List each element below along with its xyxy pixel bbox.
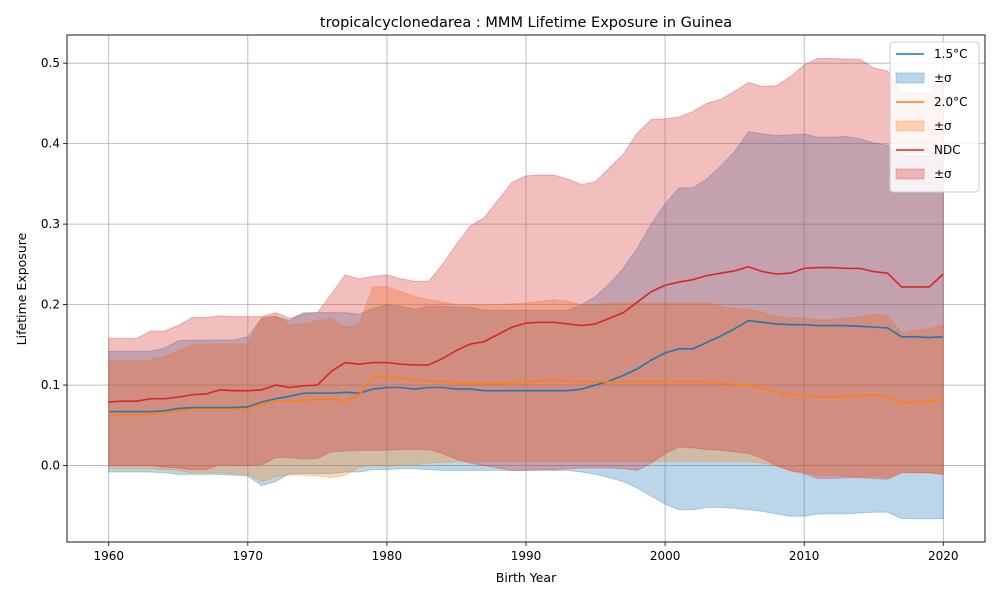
band-2 (108, 57, 944, 480)
legend-band-label: ±σ (934, 71, 952, 85)
legend-box (889, 41, 980, 193)
legend-band-label: ±σ (934, 167, 952, 181)
x-tick-label: 2000 (650, 549, 681, 563)
line-0 (108, 319, 944, 413)
x-tick-label: 1990 (511, 549, 542, 563)
legend-label: 1.5°C (934, 47, 967, 61)
line-2 (108, 265, 944, 403)
legend-band-swatch (895, 168, 925, 180)
y-tick-label: 0.0 (41, 459, 60, 473)
y-axis-ticks: 0.0 0.1 0.2 0.3 0.4 0.5 (41, 56, 67, 473)
y-tick-label: 0.2 (41, 298, 60, 312)
x-axis-ticks: 1960 1970 1980 1990 2000 2010 2020 (93, 542, 959, 563)
legend-band-label: ±σ (934, 119, 952, 133)
y-tick-label: 0.3 (41, 217, 60, 231)
y-tick-label: 0.1 (41, 378, 60, 392)
gridlines (67, 35, 985, 542)
x-tick-label: 2010 (789, 549, 820, 563)
x-axis-label: Birth Year (496, 570, 557, 585)
y-axis-label: Lifetime Exposure (14, 232, 29, 345)
legend: 1.5°C ±σ 2.0°C ±σ NDC ±σ (889, 41, 980, 193)
y-tick-label: 0.4 (41, 137, 60, 151)
legend-band-swatch (895, 120, 925, 132)
y-tick-label: 0.5 (41, 56, 60, 70)
x-tick-label: 1980 (372, 549, 403, 563)
band-1 (108, 286, 944, 483)
x-tick-label: 1970 (233, 549, 264, 563)
band-0 (108, 131, 944, 520)
x-tick-label: 2020 (928, 549, 959, 563)
uncertainty-bands (108, 57, 944, 520)
line-1 (108, 375, 944, 417)
legend-label: NDC (934, 143, 961, 157)
legend-label: 2.0°C (934, 95, 967, 109)
series-lines (108, 265, 944, 417)
x-tick-label: 1960 (93, 549, 124, 563)
chart-title: tropicalcyclonedarea : MMM Lifetime Expo… (320, 15, 732, 31)
legend-band-swatch (895, 72, 925, 84)
